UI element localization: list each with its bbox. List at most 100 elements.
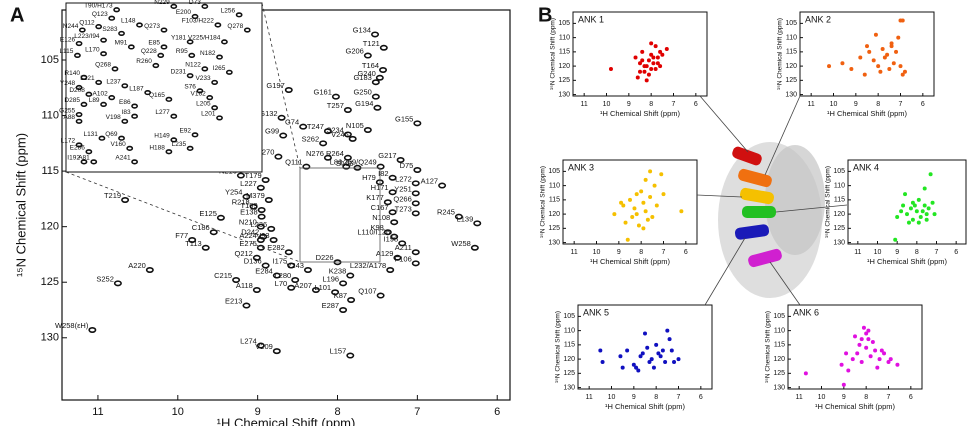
peak bbox=[844, 351, 849, 356]
peak bbox=[100, 101, 107, 107]
peak-label: G270 bbox=[256, 148, 274, 157]
peak bbox=[628, 197, 632, 202]
peak-label: N229 bbox=[154, 0, 170, 6]
peak-label: L227 bbox=[240, 179, 257, 188]
peak bbox=[88, 326, 97, 333]
peak-label: G183 bbox=[353, 73, 371, 82]
peak bbox=[862, 72, 867, 77]
peak bbox=[861, 325, 866, 330]
peak-label: G155 bbox=[395, 114, 413, 123]
peak bbox=[201, 244, 210, 251]
peak bbox=[642, 64, 647, 69]
peak-label: R264 bbox=[326, 149, 344, 158]
peak-label: L172 bbox=[61, 138, 76, 145]
peak-label: R140 bbox=[64, 70, 80, 77]
peak bbox=[658, 354, 663, 359]
peak-label: A224 bbox=[239, 231, 257, 240]
y-tick-label: 115 bbox=[786, 49, 797, 56]
peak bbox=[636, 368, 641, 373]
peak bbox=[650, 214, 655, 219]
peak bbox=[272, 348, 281, 355]
peak bbox=[635, 75, 640, 80]
y-axis-title: ¹⁵N Chemical Shift (ppm) bbox=[540, 166, 547, 238]
peak-label: T164 bbox=[362, 61, 379, 70]
helix-ank6 bbox=[748, 248, 782, 268]
helix-ank3 bbox=[740, 187, 774, 205]
peak bbox=[646, 72, 651, 77]
peak bbox=[371, 31, 380, 38]
peak bbox=[85, 149, 93, 155]
x-tick-label: 11 bbox=[808, 101, 815, 108]
peak bbox=[235, 12, 243, 18]
peak-label: Q69 bbox=[105, 131, 118, 138]
peak-label: L131 bbox=[83, 131, 98, 138]
peak bbox=[920, 209, 925, 214]
y-tick-label: 105 bbox=[563, 313, 575, 320]
leader-lines bbox=[696, 95, 848, 306]
peak bbox=[876, 64, 881, 69]
peak bbox=[113, 280, 122, 287]
peak bbox=[625, 237, 630, 242]
x-axis-title: ¹H Chemical Shift (ppm) bbox=[867, 257, 948, 266]
plot-frame bbox=[572, 11, 708, 97]
peak bbox=[850, 357, 855, 362]
peak bbox=[373, 104, 382, 111]
y-tick-label: 110 bbox=[834, 182, 845, 189]
peak bbox=[608, 66, 613, 71]
x-tick-label: 11 bbox=[586, 394, 593, 401]
peak-label: Y248 bbox=[60, 80, 76, 87]
peak bbox=[323, 154, 332, 161]
peak bbox=[100, 51, 107, 57]
peak bbox=[346, 272, 355, 279]
x-tick-label: 10 bbox=[830, 101, 838, 108]
peak-label: L115 bbox=[59, 48, 73, 55]
peak bbox=[256, 237, 265, 244]
peak bbox=[651, 55, 656, 60]
peak bbox=[331, 289, 340, 296]
x-tick-label: 10 bbox=[818, 394, 826, 401]
peak-label: K238 bbox=[329, 267, 347, 276]
peak bbox=[660, 52, 665, 57]
peak bbox=[165, 96, 173, 102]
peak-label: E86 bbox=[119, 99, 131, 106]
peak-label: E138 bbox=[240, 208, 258, 217]
peak bbox=[895, 362, 900, 367]
peak bbox=[649, 52, 654, 57]
x-axis-title: ¹H Chemical Shift (ppm) bbox=[600, 109, 681, 118]
y-tick-label: 130 bbox=[785, 91, 797, 98]
peak bbox=[612, 212, 617, 217]
peak-label: D242 bbox=[241, 228, 259, 237]
peak-label: T90/H173 bbox=[84, 2, 113, 9]
peak bbox=[634, 192, 639, 197]
x-tick-label: 8 bbox=[649, 101, 653, 108]
peak-label: E125 bbox=[199, 209, 217, 218]
peak-label: K177 bbox=[366, 193, 384, 202]
peak bbox=[379, 44, 388, 51]
peak bbox=[658, 49, 663, 54]
peak-label: L237 bbox=[106, 79, 121, 86]
y-tick-label: 105 bbox=[558, 20, 570, 27]
peak-label: D75 bbox=[400, 161, 414, 170]
peak bbox=[371, 79, 380, 86]
peak bbox=[926, 206, 931, 211]
peak-label: R260 bbox=[136, 58, 152, 65]
y-tick-label: 120 bbox=[548, 211, 560, 218]
peak bbox=[654, 203, 659, 208]
y-tick-label: 120 bbox=[558, 63, 570, 70]
peak bbox=[118, 135, 125, 141]
peak-label: L157 bbox=[330, 347, 347, 356]
peak-label: L272 bbox=[395, 174, 412, 183]
peak-label: Q165 bbox=[149, 92, 165, 99]
y-tick-label: 120 bbox=[773, 356, 785, 363]
y-axis-title: ¹⁵N Chemical Shift (ppm) bbox=[825, 166, 832, 238]
y-axis-title: ¹⁵N Chemical Shift (ppm) bbox=[765, 311, 772, 383]
peak bbox=[225, 69, 233, 75]
peak bbox=[144, 89, 152, 96]
peak-label: G74 bbox=[285, 118, 299, 127]
y-tick-label: 115 bbox=[559, 49, 570, 56]
peak-label: G132 bbox=[259, 109, 277, 118]
x-axis-title: ¹H Chemical Shift (ppm) bbox=[815, 402, 896, 411]
peak bbox=[108, 15, 116, 21]
peak-label: E92 bbox=[179, 128, 191, 135]
peak bbox=[454, 213, 463, 220]
